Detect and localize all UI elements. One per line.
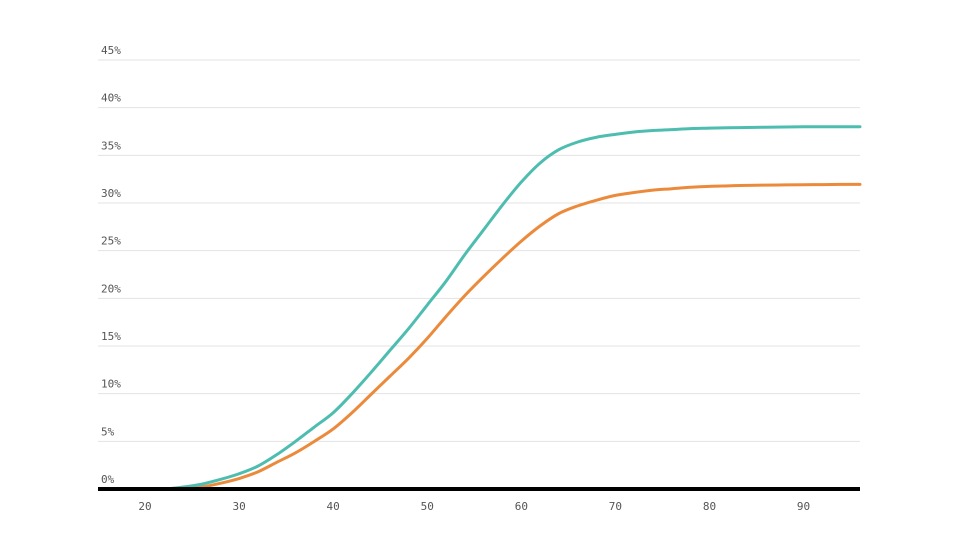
x-tick-label: 60 [515,500,528,513]
y-tick-label: 45% [101,44,121,57]
y-tick-label: 20% [101,282,121,295]
y-tick-label: 5% [101,425,115,438]
series-lines [124,125,862,491]
y-tick-label: 40% [101,92,121,105]
x-tick-label: 90 [797,500,810,513]
x-tick-label: 80 [703,500,716,513]
y-tick-label: 30% [101,187,121,200]
grid-lines [98,59,860,442]
y-tick-label: 10% [101,378,121,391]
y-axis-tick-labels: 0% 5% 10% 15% 20% 25% 30% 35% 40% 45% [101,44,121,486]
x-tick-label: 50 [421,500,434,513]
x-tick-label: 70 [609,500,622,513]
x-tick-label: 40 [327,500,340,513]
x-tick-label: 30 [232,500,245,513]
y-tick-label: 0% [101,473,115,486]
x-tick-label: 20 [138,500,151,513]
series-line-teal [124,125,862,491]
y-tick-label: 35% [101,139,121,152]
series-line-orange [124,182,862,491]
x-axis-tick-labels: 20 30 40 50 60 70 80 90 [138,500,810,513]
y-tick-label: 25% [101,235,121,248]
y-tick-label: 15% [101,330,121,343]
